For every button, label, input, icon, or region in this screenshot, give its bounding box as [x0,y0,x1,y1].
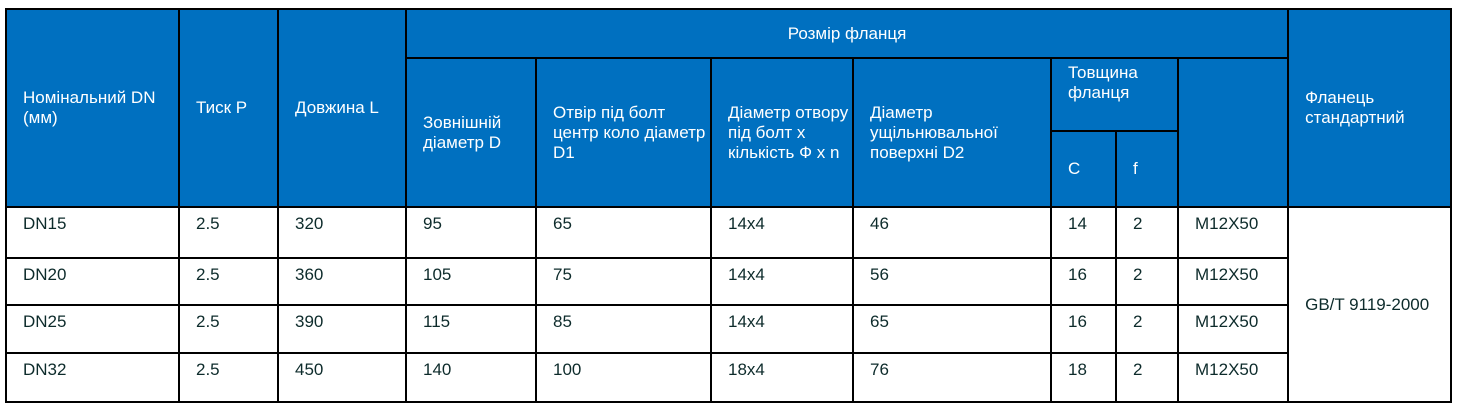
cell-d2: 76 [852,352,1052,403]
cell-bolt: M12X50 [1176,257,1290,306]
cell-bolt: M12X50 [1176,206,1290,259]
cell-holes: 14x4 [710,257,854,306]
cell-p: 2.5 [178,206,279,259]
table-row: DN25 2.5 390 115 85 14x4 65 16 2 M12X50 [5,304,1451,354]
cell-d1: 75 [535,257,712,306]
header-length: Довжина L [277,8,407,208]
header-outer-diameter: Зовнішній діаметр D [405,57,537,208]
cell-l: 320 [277,206,407,259]
cell-l: 450 [277,352,407,403]
cell-d: 95 [405,206,537,259]
cell-p: 2.5 [178,257,279,306]
header-bolt-circle: Отвір під болт центр коло діаметр D1 [535,57,712,208]
cell-p: 2.5 [178,352,279,403]
cell-d2: 56 [852,257,1052,306]
cell-bolt: M12X50 [1176,352,1290,403]
cell-d2: 46 [852,206,1052,259]
cell-dn: DN20 [5,257,180,306]
flange-spec-table: Номінальний DN (мм) Тиск P Довжина L Роз… [5,8,1453,403]
cell-d: 115 [405,304,537,354]
header-c: C [1050,130,1117,208]
header-thickness: Товщина фланця [1050,57,1179,132]
header-bolt [1176,57,1290,208]
cell-c: 14 [1050,206,1117,259]
table-row: DN32 2.5 450 140 100 18x4 76 18 2 M12X50 [5,352,1451,403]
cell-holes: 14x4 [710,206,854,259]
cell-c: 16 [1050,304,1117,354]
cell-d: 105 [405,257,537,306]
cell-d: 140 [405,352,537,403]
table-row: DN20 2.5 360 105 75 14x4 56 16 2 M12X50 [5,257,1451,306]
cell-d1: 65 [535,206,712,259]
header-f: f [1115,130,1179,208]
header-pressure: Тиск P [178,8,279,208]
cell-dn: DN32 [5,352,180,403]
table-row: DN15 2.5 320 95 65 14x4 46 14 2 M12X50 G… [5,206,1453,403]
header-seal-surface: Діаметр ущільнювальної поверхні D2 [852,57,1052,208]
cell-d2: 65 [852,304,1052,354]
cell-standard: GB/T 9119-2000 [1287,206,1453,403]
cell-holes: 18x4 [710,352,854,403]
cell-p: 2.5 [178,304,279,354]
cell-holes: 14x4 [710,304,854,354]
header-flange-size: Розмір фланця [404,8,1290,59]
cell-f: 2 [1115,352,1179,403]
header-bolt-hole: Діаметр отвору під болт x кількість Ф x … [710,57,854,208]
cell-f: 2 [1115,206,1179,259]
header-nominal-dn: Номінальний DN (мм) [5,8,180,208]
cell-d1: 100 [535,352,712,403]
cell-dn: DN15 [5,206,180,259]
cell-dn: DN25 [5,304,180,354]
header-standard: Фланець стандартний [1287,8,1453,208]
cell-l: 390 [277,304,407,354]
cell-c: 18 [1050,352,1117,403]
cell-c: 16 [1050,257,1117,306]
cell-f: 2 [1115,304,1179,354]
cell-f: 2 [1115,257,1179,306]
cell-l: 360 [277,257,407,306]
cell-d1: 85 [535,304,712,354]
cell-bolt: M12X50 [1176,304,1290,354]
